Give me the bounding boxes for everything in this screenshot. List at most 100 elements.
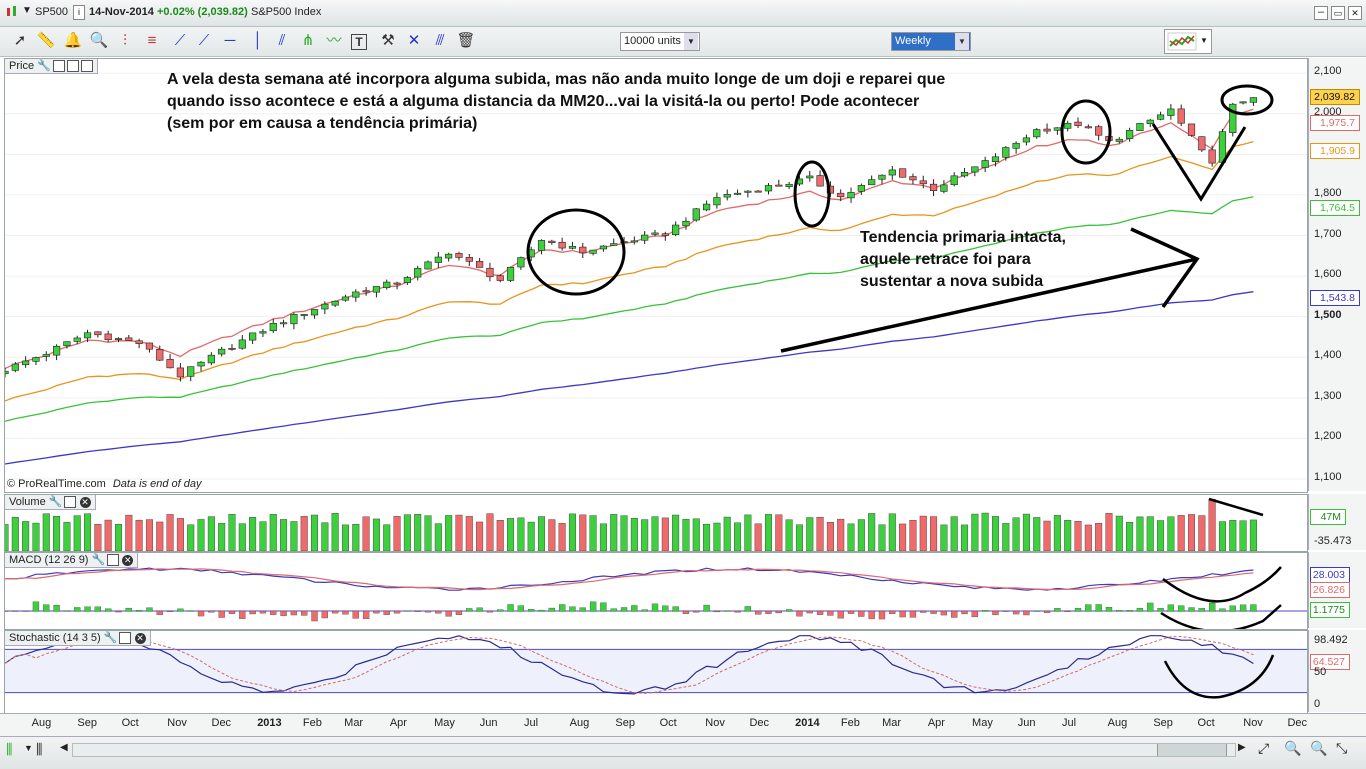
time-axis-label: 2013 [257, 717, 282, 729]
timeframe-select[interactable]: Weekly ▼ [891, 32, 971, 51]
retracement-icon[interactable]: ≡ [147, 32, 157, 49]
time-axis-label: May [434, 717, 455, 729]
macd-histogram-bar [558, 604, 566, 612]
candle-body [455, 253, 463, 258]
wrench-icon[interactable]: 🔧 [103, 632, 118, 644]
expand-icon[interactable] [66, 60, 79, 73]
volume-bar [1188, 514, 1196, 551]
scroll-right-button[interactable]: ▶ [1238, 742, 1246, 753]
scroll-left-button[interactable]: ◀ [60, 742, 68, 753]
macd-histogram-bar [755, 610, 762, 615]
volume-bar [1157, 520, 1165, 551]
chart-type-icon[interactable]: ⫼ [6, 741, 13, 757]
candle-body [445, 253, 453, 259]
window-icon[interactable] [119, 632, 132, 645]
volume-bar [1002, 523, 1010, 551]
parallel-lines-icon[interactable]: ⫻ [435, 32, 445, 49]
close-icon[interactable]: ✕ [79, 496, 91, 508]
units-value: 10000 units [624, 35, 681, 47]
time-axis-label: Dec [211, 717, 232, 729]
time-axis-label: Feb [302, 717, 322, 729]
close-icon[interactable]: ✕ [134, 632, 146, 644]
maximize-button[interactable]: ▭ [1331, 6, 1345, 20]
fit-icon[interactable]: ⤢ [1258, 740, 1270, 756]
trash-icon[interactable]: 🗑 [456, 32, 476, 49]
minimize-button[interactable]: – [1314, 6, 1328, 20]
macd-histogram-bar [641, 609, 648, 612]
fibonacci-fan-icon[interactable]: ⫶ [123, 32, 127, 49]
andrews-fork-icon[interactable]: ⋔ [301, 32, 315, 49]
volume-bar [11, 516, 19, 551]
indicators-button[interactable]: ▼ [1164, 29, 1212, 54]
close-window-button[interactable]: ✕ [1348, 6, 1362, 20]
volume-tag: 47M [1310, 509, 1346, 525]
ray-icon[interactable]: ⟋ [198, 32, 210, 49]
volume-bar [507, 518, 515, 551]
candle-body [744, 190, 752, 193]
candle-body [249, 332, 257, 341]
macd-histogram-bar [259, 610, 267, 614]
volume-bar [372, 518, 380, 551]
macd-histogram-bar [270, 610, 277, 615]
price-tick: 1,300 [1314, 389, 1342, 402]
wave-icon[interactable]: 〰 [326, 32, 342, 49]
volume-bar [1229, 520, 1237, 551]
macd-histogram-bar [445, 610, 452, 617]
pointer-icon[interactable]: ➚ [13, 32, 27, 49]
collapse-icon[interactable] [80, 60, 93, 73]
wrench-icon[interactable]: 🔧 [91, 554, 106, 566]
volume-bar [476, 521, 484, 551]
macd-histogram-bar [672, 606, 679, 612]
tools-icon[interactable]: ⚒ [381, 32, 395, 49]
macd-histogram-bar [1023, 610, 1030, 616]
chevron-down-icon[interactable]: ▼ [24, 743, 33, 753]
volume-panel: Volume 🔧 ✕ [4, 494, 1308, 552]
volume-bar [321, 522, 329, 551]
zoom-in-icon[interactable]: 🔍 [1284, 740, 1302, 756]
annotation-stroke [1163, 654, 1275, 699]
compare-icon[interactable]: ⫼ [36, 741, 43, 757]
scrollbar-thumb[interactable] [1157, 744, 1227, 756]
info-icon[interactable]: i [73, 5, 85, 20]
window-icon[interactable] [64, 496, 77, 509]
candle-body [1064, 122, 1072, 129]
volume-bar [991, 516, 999, 551]
close-icon[interactable]: ✕ [122, 554, 134, 566]
window-icon[interactable] [107, 554, 120, 567]
macd-histogram-bar [476, 607, 483, 612]
candle-body [641, 234, 649, 241]
units-select[interactable]: 10000 units ▼ [620, 32, 700, 51]
candle-body [940, 184, 948, 192]
price-tag: 1,905.9 [1310, 142, 1360, 159]
volume-bar [486, 513, 494, 551]
macd-histogram-bar [682, 610, 690, 614]
vertical-line-icon[interactable]: │ [253, 32, 263, 49]
candle-body [73, 337, 81, 342]
trendline-icon[interactable]: ⟋ [174, 32, 186, 49]
cross-lines-icon[interactable]: ✕ [407, 32, 421, 49]
window-icon[interactable] [52, 60, 65, 73]
chevron-down-icon[interactable]: ▼ [22, 5, 32, 16]
scrollbar-track[interactable] [72, 743, 1236, 757]
zoom-icon[interactable]: 🔍 [89, 32, 109, 49]
channel-icon[interactable]: ⫽ [278, 32, 286, 49]
zoom-out-icon[interactable]: 🔍 [1310, 740, 1328, 756]
bell-icon[interactable]: 🔔 [63, 32, 83, 49]
wrench-icon[interactable]: 🔧 [48, 496, 63, 508]
volume-bar [1095, 523, 1103, 551]
symbol-label[interactable]: SP500 [35, 6, 69, 18]
candle-body [682, 220, 690, 227]
wrench-icon[interactable]: 🔧 [37, 60, 51, 72]
macd-histogram-bar [1105, 606, 1113, 612]
horizontal-line-icon[interactable]: ─ [224, 32, 236, 49]
volume-bar [754, 523, 762, 551]
macd-histogram-bar [651, 603, 659, 612]
reset-zoom-icon[interactable]: ⤡ [1336, 740, 1348, 756]
macd-histogram-bar [951, 610, 958, 618]
volume-bar [403, 514, 411, 551]
volume-bar [899, 523, 907, 551]
text-tool-icon[interactable]: T [351, 34, 367, 50]
candle-body [971, 166, 979, 173]
ruler-icon[interactable]: 📏 [36, 32, 56, 49]
macd-histogram-bar [538, 609, 545, 612]
